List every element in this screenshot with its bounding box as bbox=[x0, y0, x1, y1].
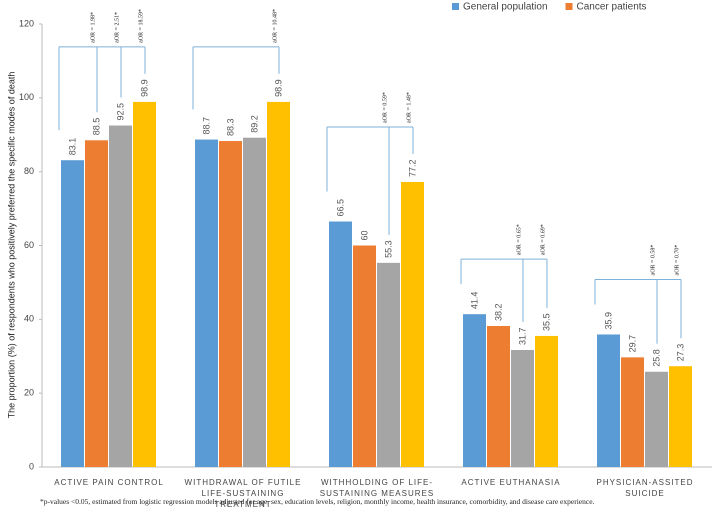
data-label: 88.7 bbox=[201, 117, 211, 135]
data-label: 98.9 bbox=[273, 79, 283, 97]
y-axis-label: The proportion (%) of respondents who po… bbox=[6, 72, 16, 419]
annotation: aOR = 1.48* bbox=[406, 92, 412, 123]
data-label: 31.7 bbox=[517, 327, 527, 345]
bar bbox=[669, 366, 692, 467]
data-label: 89.2 bbox=[249, 115, 259, 133]
annotation: aOR = 0.70* bbox=[674, 245, 680, 276]
y-tick-label: 80 bbox=[24, 166, 34, 176]
footnote: *p-values <0.05, estimated from logistic… bbox=[40, 497, 595, 506]
y-tick-label: 100 bbox=[19, 92, 34, 102]
data-label: 25.8 bbox=[651, 349, 661, 367]
annotation: aOR = 10.48* bbox=[272, 9, 278, 43]
legend-label: Cancer patients bbox=[577, 2, 647, 13]
bar bbox=[535, 335, 558, 467]
bar bbox=[219, 141, 242, 468]
data-label: 60 bbox=[359, 230, 369, 240]
legend-label: General population bbox=[463, 2, 548, 13]
data-label: 77.2 bbox=[407, 159, 417, 177]
annotation: aOR = 0.69* bbox=[540, 224, 546, 255]
bar bbox=[133, 101, 156, 467]
data-label: 29.7 bbox=[627, 335, 637, 353]
bar bbox=[243, 137, 266, 467]
y-tick-label: 60 bbox=[24, 240, 34, 250]
data-label: 88.3 bbox=[225, 118, 235, 136]
x-tick-label: WITHDRAWAL OF FUTILE LIFE-SUSTAINING TRE… bbox=[184, 478, 302, 509]
annotation: aOR = 18.59* bbox=[138, 9, 144, 43]
bar bbox=[109, 125, 132, 467]
data-label: 27.3 bbox=[675, 344, 685, 362]
data-label: 66.5 bbox=[335, 199, 345, 217]
bar bbox=[511, 349, 534, 467]
bar bbox=[645, 371, 668, 467]
y-tick-label: 0 bbox=[29, 461, 34, 471]
legend-swatch bbox=[565, 3, 573, 10]
x-tick-label: WITHHOLDING OF LIFE-SUSTAINING MEASURES bbox=[319, 478, 435, 498]
bar bbox=[487, 325, 510, 467]
bar bbox=[267, 101, 290, 467]
data-label: 38.2 bbox=[493, 303, 503, 321]
legend-swatch bbox=[452, 3, 459, 10]
annotation: aOR = 0.58* bbox=[650, 245, 656, 276]
y-tick-label: 120 bbox=[19, 18, 34, 28]
annotation: aOR = 2.51* bbox=[114, 12, 120, 43]
data-label: 88.5 bbox=[91, 118, 101, 136]
data-label: 92.5 bbox=[115, 103, 125, 121]
annotation: aOR = 0.59* bbox=[382, 92, 388, 123]
y-tick-label: 20 bbox=[24, 388, 34, 398]
data-label: 35.5 bbox=[541, 313, 551, 331]
bar bbox=[621, 357, 644, 467]
data-label: 55.3 bbox=[383, 240, 393, 258]
bar bbox=[597, 334, 620, 467]
annotation: aOR = 1.98* bbox=[90, 12, 96, 43]
bar bbox=[353, 245, 376, 467]
data-label: 41.4 bbox=[469, 292, 479, 310]
data-label: 83.1 bbox=[67, 138, 77, 156]
bar bbox=[85, 140, 108, 467]
bar bbox=[329, 221, 352, 467]
data-label: 98.9 bbox=[139, 79, 149, 97]
bar bbox=[377, 262, 400, 467]
bar bbox=[61, 160, 84, 467]
bar bbox=[401, 182, 424, 467]
bar bbox=[195, 139, 218, 467]
data-label: 35.9 bbox=[603, 312, 613, 330]
y-tick-label: 40 bbox=[24, 314, 34, 324]
annotation: aOR = 0.65* bbox=[516, 224, 522, 255]
x-tick-label: PHYSICIAN-ASSITED SUICIDE bbox=[596, 478, 694, 498]
bar bbox=[463, 314, 486, 467]
x-tick-label: ACTIVE EUTHANASIA bbox=[461, 478, 561, 487]
x-tick-label: ACTIVE PAIN CONTROL bbox=[54, 478, 164, 487]
